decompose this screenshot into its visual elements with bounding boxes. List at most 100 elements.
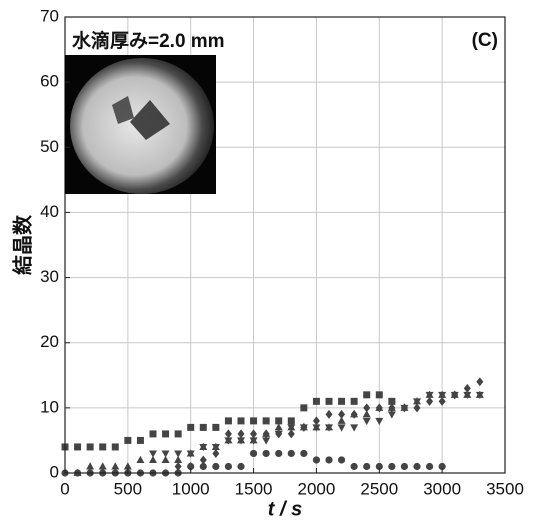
data-point <box>149 450 157 458</box>
data-point <box>400 403 408 413</box>
data-point <box>123 462 132 470</box>
x-tick-label: 0 <box>60 479 69 498</box>
data-point <box>312 456 321 464</box>
data-point <box>262 449 270 458</box>
data-point <box>438 462 446 471</box>
data-point <box>387 411 396 419</box>
data-point <box>250 417 258 425</box>
data-point <box>162 430 170 438</box>
data-point <box>212 462 220 471</box>
data-point <box>86 443 94 451</box>
y-tick-label: 70 <box>40 6 59 25</box>
data-point <box>337 424 346 432</box>
inset-photo <box>65 55 216 194</box>
y-tick-label: 10 <box>40 397 59 416</box>
data-point <box>111 443 119 451</box>
data-point <box>136 436 144 444</box>
y-tick-label: 30 <box>40 267 59 286</box>
data-point <box>338 409 346 419</box>
data-point <box>224 462 233 471</box>
data-point <box>363 403 371 413</box>
data-point <box>300 422 308 432</box>
data-point <box>287 417 295 425</box>
data-point <box>451 390 459 400</box>
data-point <box>174 455 183 463</box>
data-point <box>300 449 308 458</box>
data-point <box>262 417 270 425</box>
grid <box>64 16 506 474</box>
data-point <box>375 391 383 399</box>
x-axis-label: t / s <box>268 498 302 520</box>
data-point <box>388 403 396 413</box>
x-tick-label: 3500 <box>486 479 524 498</box>
x-tick-label: 3000 <box>423 479 461 498</box>
data-point <box>224 437 233 445</box>
data-point <box>363 391 371 399</box>
y-tick-label: 20 <box>40 332 59 351</box>
data-point <box>325 456 333 464</box>
y-tick-label: 40 <box>40 202 59 221</box>
y-axis-label: 結晶数 <box>10 214 34 275</box>
data-point <box>425 391 434 400</box>
data-point <box>338 397 346 405</box>
data-point <box>98 462 107 470</box>
data-point <box>86 462 95 470</box>
data-point <box>350 409 358 419</box>
data-point <box>224 429 232 439</box>
data-point <box>211 443 220 452</box>
data-point <box>325 424 333 432</box>
y-tick-label: 60 <box>40 72 59 91</box>
data-point <box>413 398 421 406</box>
data-point <box>476 377 484 387</box>
x-tick-label: 2000 <box>298 479 336 498</box>
data-point <box>362 410 371 418</box>
data-point <box>375 403 383 413</box>
data-point <box>287 429 295 439</box>
panel-label: (C) <box>472 30 498 51</box>
plot-frame <box>64 16 506 474</box>
data-point <box>74 443 82 451</box>
data-point <box>325 397 333 405</box>
data-point <box>274 423 283 431</box>
data-point <box>262 429 270 439</box>
x-tick-label: 1500 <box>235 479 273 498</box>
data-point <box>174 450 183 458</box>
data-point <box>413 403 421 413</box>
data-point <box>124 436 132 444</box>
data-point <box>275 449 283 458</box>
data-point <box>275 417 283 425</box>
data-point <box>438 391 447 400</box>
data-point <box>249 449 258 458</box>
data-point <box>237 429 245 439</box>
data-point <box>337 416 346 424</box>
data-point <box>212 448 220 458</box>
data-point <box>199 455 207 465</box>
data-point <box>463 383 471 393</box>
chart-title: 水滴厚み=2.0 mm <box>72 29 225 52</box>
data-point <box>400 462 409 471</box>
data-point <box>161 450 170 458</box>
data-point <box>275 429 283 439</box>
data-point <box>438 396 446 406</box>
data-point <box>99 443 107 451</box>
x-tick-label: 2500 <box>360 479 398 498</box>
data-point <box>249 437 258 445</box>
data-point <box>312 424 321 432</box>
data-point <box>237 437 245 445</box>
data-point <box>350 397 358 405</box>
data-point <box>362 417 371 426</box>
data-point <box>413 462 421 471</box>
y-tick-label: 50 <box>40 137 59 156</box>
data-point <box>475 391 484 400</box>
data-point <box>199 462 207 471</box>
data-point <box>363 462 371 471</box>
y-tick-label: 0 <box>50 462 59 481</box>
data-point <box>199 443 208 452</box>
data-point <box>212 423 220 431</box>
data-point <box>199 423 207 431</box>
data-point <box>337 456 346 464</box>
marks <box>61 377 484 477</box>
data-point <box>111 462 120 470</box>
data-point <box>463 391 472 400</box>
data-point <box>186 450 195 458</box>
